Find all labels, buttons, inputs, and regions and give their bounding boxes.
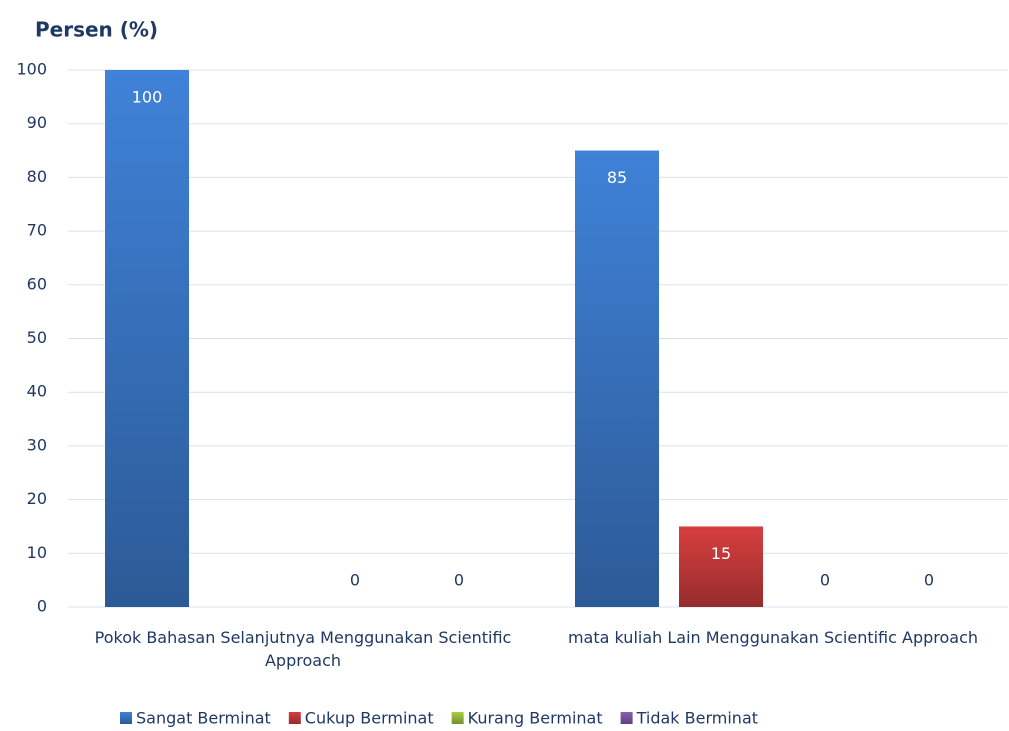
data-label: 100 bbox=[132, 88, 163, 107]
y-tick-label: 100 bbox=[16, 60, 47, 79]
y-tick-label: 20 bbox=[27, 489, 47, 508]
data-label: 15 bbox=[711, 544, 731, 563]
y-tick-label: 50 bbox=[27, 328, 47, 347]
y-tick-label: 0 bbox=[37, 597, 47, 616]
y-tick-label: 10 bbox=[27, 543, 47, 562]
data-label: 0 bbox=[924, 571, 934, 590]
bar bbox=[105, 70, 189, 607]
y-tick-label: 30 bbox=[27, 435, 47, 454]
legend-swatch bbox=[120, 712, 132, 724]
y-tick-label: 70 bbox=[27, 221, 47, 240]
bar bbox=[679, 526, 763, 607]
legend-swatch bbox=[620, 712, 633, 724]
x-tick-label: Pokok Bahasan Selanjutnya Menggunakan Sc… bbox=[94, 628, 512, 670]
data-label: 0 bbox=[454, 571, 464, 590]
y-tick-label: 40 bbox=[27, 382, 47, 401]
legend-label: Cukup Berminat bbox=[305, 709, 434, 728]
y-tick-label: 80 bbox=[27, 167, 47, 186]
legend-label: Kurang Berminat bbox=[468, 709, 603, 728]
legend-swatch bbox=[451, 712, 464, 724]
legend-label: Sangat Berminat bbox=[136, 709, 271, 728]
y-tick-label: 60 bbox=[27, 274, 47, 293]
data-label: 85 bbox=[607, 168, 627, 187]
legend-label: Tidak Berminat bbox=[636, 709, 758, 728]
chart-title: Persen (%) bbox=[35, 18, 158, 42]
legend-swatch bbox=[288, 712, 301, 724]
y-tick-label: 90 bbox=[27, 113, 47, 132]
data-label: 0 bbox=[350, 571, 360, 590]
bar bbox=[575, 150, 659, 608]
data-label: 0 bbox=[820, 571, 830, 590]
x-tick-label: mata kuliah Lain Menggunakan Scientific … bbox=[567, 628, 979, 647]
